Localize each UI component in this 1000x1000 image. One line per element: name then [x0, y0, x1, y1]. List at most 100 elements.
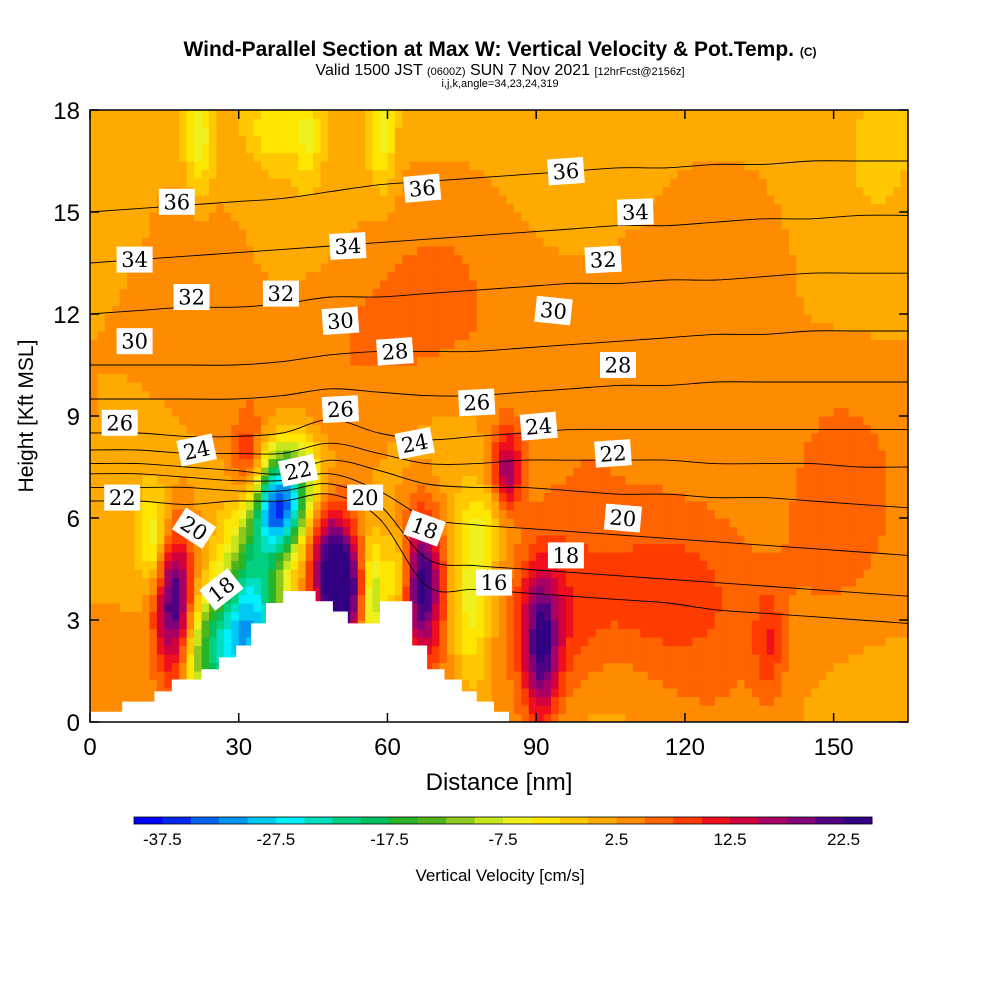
velocity-cell	[625, 492, 634, 502]
velocity-cell	[298, 526, 307, 536]
velocity-cell	[625, 696, 634, 706]
velocity-cell	[268, 492, 277, 502]
velocity-cell	[893, 713, 902, 722]
velocity-cell	[684, 509, 693, 519]
velocity-cell	[714, 467, 723, 477]
velocity-cell	[179, 611, 188, 621]
velocity-cell	[327, 441, 336, 451]
velocity-cell	[298, 356, 307, 366]
velocity-cell	[223, 552, 232, 562]
velocity-cell	[632, 339, 641, 349]
velocity-cell	[499, 611, 508, 621]
velocity-cell	[595, 526, 604, 536]
velocity-cell	[826, 671, 835, 681]
velocity-cell	[736, 339, 745, 349]
velocity-cell	[246, 365, 255, 375]
velocity-cell	[290, 586, 299, 596]
velocity-cell	[707, 611, 716, 621]
velocity-cell	[811, 526, 820, 536]
velocity-cell	[677, 696, 686, 706]
velocity-cell	[580, 535, 589, 545]
velocity-cell	[134, 662, 143, 672]
velocity-cell	[156, 628, 165, 638]
velocity-cell	[327, 509, 336, 519]
velocity-cell	[588, 433, 597, 443]
velocity-cell	[811, 586, 820, 596]
velocity-cell	[491, 365, 500, 375]
velocity-cell	[878, 654, 887, 664]
velocity-cell	[759, 552, 768, 562]
velocity-cell	[848, 705, 857, 715]
velocity-cell	[558, 594, 567, 604]
velocity-cell	[878, 373, 887, 383]
velocity-cell	[484, 560, 493, 570]
velocity-cell	[736, 407, 745, 417]
velocity-cell	[417, 416, 426, 426]
velocity-cell	[327, 552, 336, 562]
velocity-cell	[313, 441, 322, 451]
velocity-cell	[171, 433, 180, 443]
velocity-cell	[789, 365, 798, 375]
velocity-cell	[90, 416, 99, 426]
velocity-cell	[134, 679, 143, 689]
velocity-cell	[662, 373, 671, 383]
velocity-cell	[357, 339, 366, 349]
velocity-cell	[506, 679, 515, 689]
velocity-cell	[632, 501, 641, 511]
velocity-cell	[142, 645, 151, 655]
velocity-cell	[714, 628, 723, 638]
velocity-cell	[766, 373, 775, 383]
velocity-cell	[506, 518, 515, 528]
velocity-cell	[476, 509, 485, 519]
velocity-cell	[119, 560, 128, 570]
velocity-cell	[603, 688, 612, 698]
velocity-cell	[670, 620, 679, 630]
velocity-cell	[893, 552, 902, 562]
velocity-cell	[305, 518, 314, 528]
velocity-cell	[320, 424, 329, 434]
velocity-cell	[826, 543, 835, 553]
velocity-cell	[722, 696, 731, 706]
velocity-cell	[662, 484, 671, 494]
velocity-cell	[543, 458, 552, 468]
velocity-cell	[417, 373, 426, 383]
velocity-cell	[156, 475, 165, 485]
velocity-cell	[811, 518, 820, 528]
velocity-cell	[714, 441, 723, 451]
velocity-cell	[350, 611, 359, 621]
velocity-cell	[513, 620, 522, 630]
velocity-cell	[409, 424, 418, 434]
velocity-cell	[327, 586, 336, 596]
velocity-cell	[811, 467, 820, 477]
velocity-cell	[231, 339, 240, 349]
velocity-cell	[766, 645, 775, 655]
velocity-cell	[380, 569, 389, 579]
velocity-cell	[179, 654, 188, 664]
velocity-cell	[841, 696, 850, 706]
velocity-cell	[736, 569, 745, 579]
velocity-cell	[692, 390, 701, 400]
velocity-cell	[208, 535, 218, 545]
velocity-cell	[677, 611, 686, 621]
velocity-cell	[298, 373, 307, 383]
velocity-cell	[380, 586, 389, 596]
velocity-cell	[372, 407, 381, 417]
velocity-cell	[692, 654, 701, 664]
velocity-cell	[588, 552, 597, 562]
velocity-cell	[543, 586, 552, 596]
velocity-cell	[870, 450, 879, 460]
velocity-cell	[655, 509, 664, 519]
velocity-cell	[744, 552, 753, 562]
velocity-cell	[796, 705, 805, 715]
velocity-cell	[231, 492, 240, 502]
velocity-cell	[692, 620, 701, 630]
velocity-cell	[179, 586, 188, 596]
velocity-cell	[201, 543, 210, 553]
velocity-cell	[878, 586, 887, 596]
velocity-cell	[327, 382, 336, 392]
velocity-cell	[194, 654, 203, 664]
velocity-cell	[528, 518, 537, 528]
velocity-cell	[387, 441, 396, 451]
velocity-cell	[655, 594, 664, 604]
velocity-cell	[722, 441, 731, 451]
